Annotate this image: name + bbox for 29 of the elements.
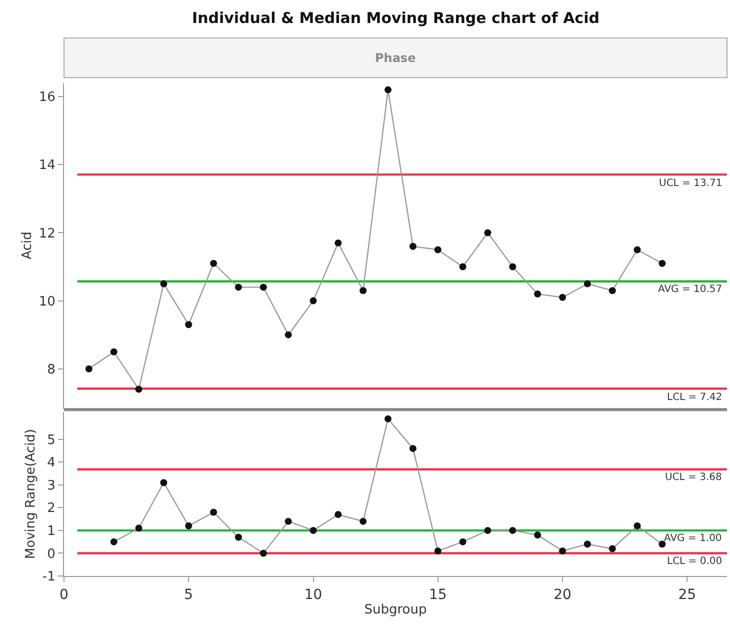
x-tick-label: 15 — [428, 586, 447, 603]
x-axis-title: Subgroup — [364, 602, 427, 618]
x-tick-label: 5 — [184, 586, 194, 603]
y-tick-label: 2 — [47, 501, 56, 516]
chart-title: Individual & Median Moving Range chart of Acid — [192, 9, 600, 27]
text: Phase — [375, 51, 416, 65]
ref-line-label: UCL = 3.68 — [665, 472, 722, 483]
y-tick-label: 14 — [38, 158, 56, 174]
x-tick-label: 0 — [60, 586, 68, 603]
y-tick-label: -1 — [42, 570, 56, 585]
ref-line-label: UCL = 13.71 — [659, 178, 722, 189]
x-tick-label: 10 — [304, 586, 322, 603]
ref-line-label: LCL = 0.00 — [667, 556, 722, 567]
y-tick-label: 0 — [47, 546, 56, 562]
y-tick-label: 3 — [47, 478, 56, 494]
x-tick-label: 20 — [554, 586, 572, 603]
y-tick-label: 5 — [47, 432, 56, 448]
y-axis-title: Acid — [20, 232, 35, 260]
y-tick-label: 10 — [38, 294, 56, 310]
ref-line-label: LCL = 7.42 — [667, 392, 722, 403]
ref-line-label: AVG = 10.57 — [658, 284, 722, 295]
y-tick-label: 8 — [47, 362, 56, 378]
ref-line-label: AVG = 1.00 — [664, 533, 722, 544]
y-tick-label: 12 — [38, 226, 56, 242]
y-tick-label: 16 — [38, 90, 56, 106]
y-tick-label: 4 — [47, 456, 56, 471]
y-axis-title: Moving Range(Acid) — [23, 428, 38, 560]
y-tick-label: 1 — [47, 524, 56, 539]
x-tick-label: 25 — [678, 586, 696, 603]
